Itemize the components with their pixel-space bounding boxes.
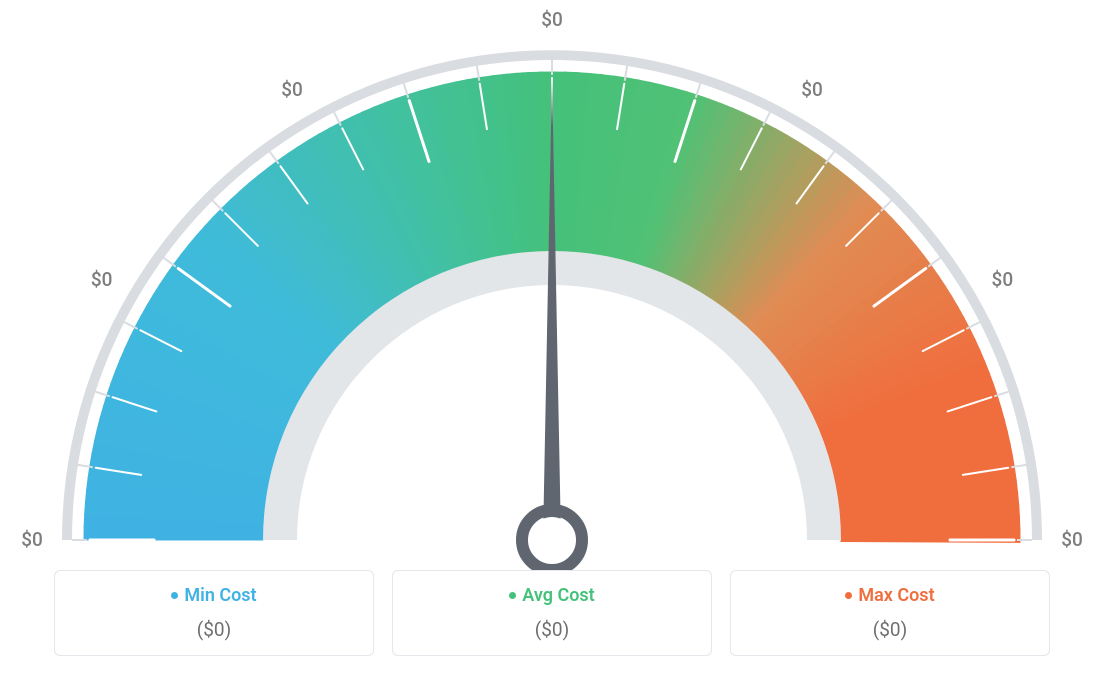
legend-card: Max Cost ($0) xyxy=(730,570,1050,656)
legend-value: ($0) xyxy=(535,618,569,641)
gauge-tick-label: $0 xyxy=(72,268,132,291)
gauge-svg xyxy=(0,0,1104,570)
legend-dot-icon xyxy=(171,592,178,599)
gauge-chart: $0 $0 $0 $0 $0 $0 $0 xyxy=(0,0,1104,570)
legend-label-row: Avg Cost xyxy=(509,585,594,606)
legend-card: Avg Cost ($0) xyxy=(392,570,712,656)
legend-label-row: Max Cost xyxy=(845,585,934,606)
gauge-tick-label: $0 xyxy=(2,528,62,551)
legend-dot-icon xyxy=(509,592,516,599)
legend-row: Min Cost ($0) Avg Cost ($0) Max Cost ($0) xyxy=(0,570,1104,656)
gauge-tick-label: $0 xyxy=(262,78,322,101)
gauge-tick-label: $0 xyxy=(972,268,1032,291)
legend-value: ($0) xyxy=(873,618,907,641)
legend-card: Min Cost ($0) xyxy=(54,570,374,656)
gauge-tick-label: $0 xyxy=(782,78,842,101)
legend-label: Max Cost xyxy=(858,585,934,606)
gauge-tick-label: $0 xyxy=(1042,528,1102,551)
legend-label: Min Cost xyxy=(184,585,256,606)
gauge-tick-label: $0 xyxy=(522,8,582,31)
legend-label: Avg Cost xyxy=(522,585,594,606)
legend-label-row: Min Cost xyxy=(171,585,256,606)
legend-dot-icon xyxy=(845,592,852,599)
legend-value: ($0) xyxy=(197,618,231,641)
